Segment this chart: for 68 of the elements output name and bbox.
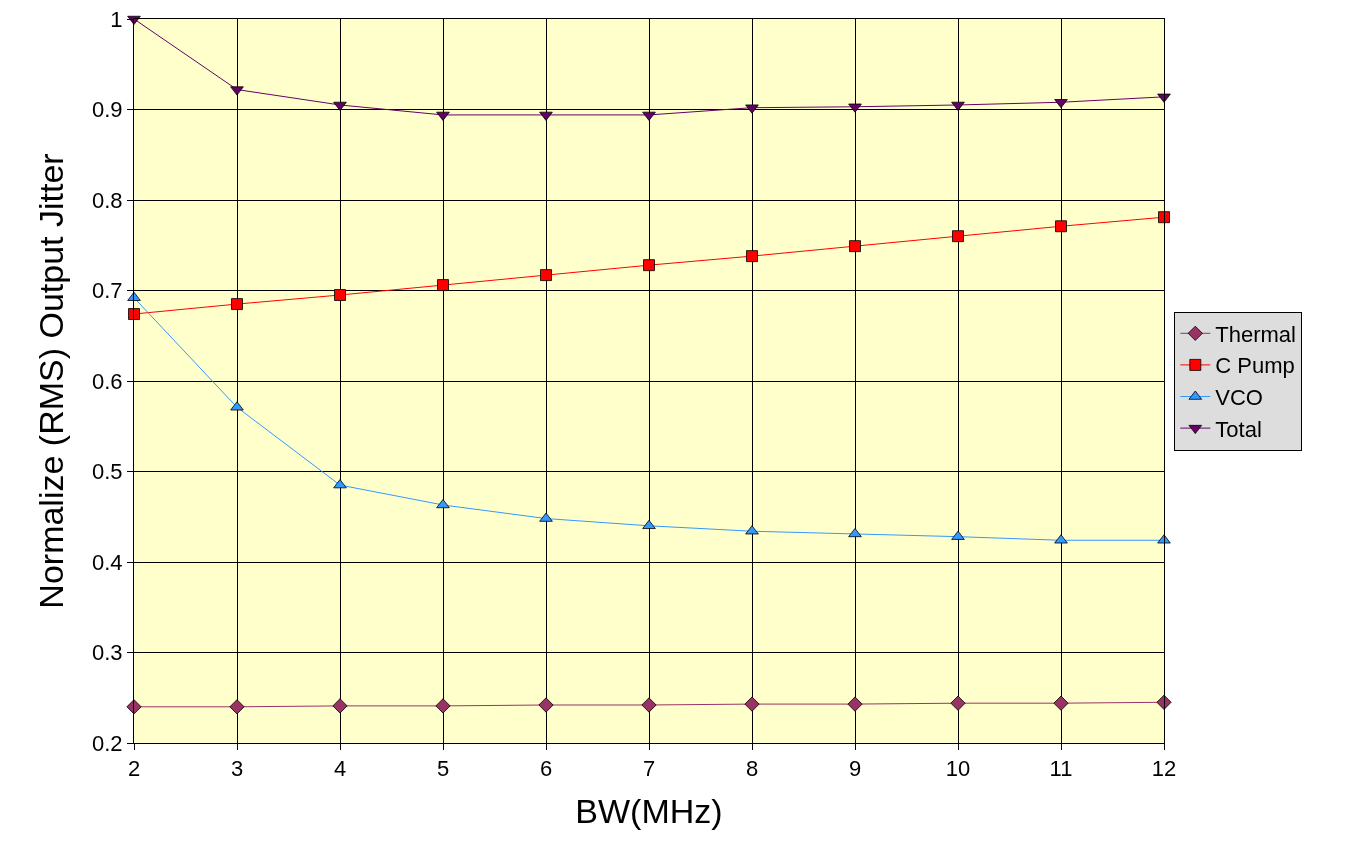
point <box>642 111 656 121</box>
point <box>641 697 657 713</box>
point <box>642 519 656 529</box>
x-tick-label: 3 <box>230 756 244 782</box>
point <box>1158 211 1170 224</box>
point <box>435 698 451 714</box>
point <box>1156 694 1172 710</box>
point <box>951 101 965 111</box>
point <box>540 269 552 282</box>
x-axis-title: BW(MHz) <box>575 791 723 830</box>
point <box>745 104 759 114</box>
x-tick-label: 7 <box>642 756 656 782</box>
point <box>848 103 862 113</box>
legend-label: VCO <box>1215 385 1263 411</box>
y-axis-title: Normalize (RMS) Output Jitter <box>31 153 70 609</box>
point <box>333 479 347 489</box>
x-tick-label: 8 <box>745 756 759 782</box>
x-tick-label: 2 <box>127 756 141 782</box>
point <box>539 111 553 121</box>
y-tick-label: 0.9 <box>92 97 123 123</box>
point <box>952 230 964 243</box>
point <box>332 698 348 714</box>
legend-label: Total <box>1215 416 1262 442</box>
point <box>436 499 450 509</box>
point <box>1157 93 1171 103</box>
point <box>951 530 965 540</box>
legend-label: C Pump <box>1215 353 1295 379</box>
y-tick-label: 0.7 <box>92 278 123 304</box>
point <box>1054 99 1068 109</box>
y-tick-label: 0.6 <box>92 368 123 394</box>
y-tick-label: 0.8 <box>92 187 123 213</box>
point <box>1055 220 1067 233</box>
x-tick-label: 12 <box>1151 756 1177 782</box>
point <box>1053 695 1069 711</box>
y-tick-label: 0.2 <box>92 730 123 756</box>
point <box>950 695 966 711</box>
point <box>848 528 862 538</box>
y-tick-label: 1 <box>110 6 123 32</box>
point <box>436 111 450 121</box>
point <box>1157 534 1171 544</box>
legend-label: Thermal <box>1215 321 1296 347</box>
point <box>128 308 140 320</box>
point <box>745 525 759 535</box>
y-tick-label: 0.5 <box>92 459 123 485</box>
point <box>334 289 346 301</box>
point <box>231 298 243 310</box>
point <box>744 696 760 712</box>
point <box>539 512 553 522</box>
point <box>538 697 554 713</box>
point <box>230 401 244 411</box>
x-tick-label: 11 <box>1049 756 1073 782</box>
point <box>229 699 245 715</box>
y-tick-label: 0.4 <box>92 549 123 575</box>
point <box>126 699 142 715</box>
point <box>230 86 244 96</box>
y-tick-label: 0.3 <box>92 640 123 666</box>
point <box>849 240 861 253</box>
x-tick-label: 5 <box>436 756 450 782</box>
x-tick-label: 4 <box>333 756 347 782</box>
x-tick-label: 10 <box>945 756 971 782</box>
point <box>847 696 863 712</box>
point <box>643 259 655 272</box>
point <box>333 101 347 111</box>
x-tick-label: 6 <box>539 756 553 782</box>
point <box>437 279 449 291</box>
point <box>1054 534 1068 544</box>
point <box>746 250 758 263</box>
x-tick-label: 9 <box>848 756 862 782</box>
